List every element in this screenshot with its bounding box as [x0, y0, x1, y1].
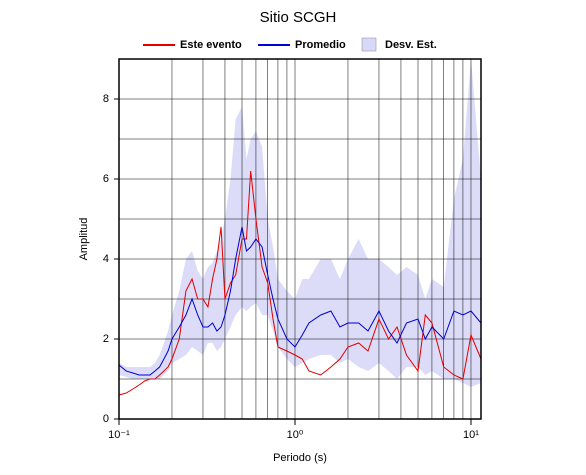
y-tick-label: 2 — [103, 333, 109, 345]
x-tick-label: 10⁰ — [287, 429, 304, 441]
chart-title: Sitio SCGH — [260, 9, 337, 26]
std-band — [119, 59, 481, 387]
y-tick-label: 0 — [103, 413, 109, 425]
legend-swatch — [361, 37, 377, 52]
legend-label: Este evento — [180, 39, 242, 51]
legend-label: Desv. Est. — [385, 39, 437, 51]
x-tick-label: 10⁻¹ — [108, 429, 130, 441]
y-tick-label: 8 — [103, 93, 109, 105]
y-tick-label: 6 — [103, 173, 109, 185]
y-axis-label: Amplitud — [78, 218, 90, 261]
plot-frame — [118, 58, 482, 420]
x-axis-label: Periodo (s) — [273, 452, 327, 464]
x-tick-label: 10¹ — [463, 429, 479, 441]
legend-label: Promedio — [295, 39, 346, 51]
series-line — [118, 226, 482, 376]
y-tick-label: 4 — [103, 253, 109, 265]
